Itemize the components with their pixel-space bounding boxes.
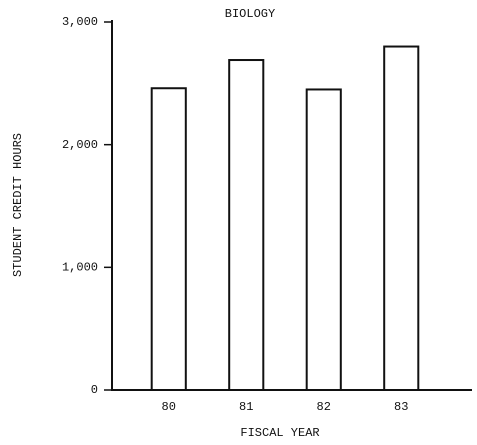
x-tick-label: 81	[239, 400, 253, 414]
y-tick-label: 2,000	[62, 138, 98, 152]
bar	[228, 59, 265, 391]
bar	[305, 88, 342, 391]
x-axis-label: FISCAL YEAR	[240, 426, 319, 440]
x-tick-label: 82	[317, 400, 331, 414]
chart-title: BIOLOGY	[225, 7, 275, 21]
bar	[383, 45, 420, 392]
x-tick-label: 80	[162, 400, 176, 414]
y-tick-label: 0	[91, 383, 98, 397]
y-tick-label: 1,000	[62, 261, 98, 275]
y-tick-label: 3,000	[62, 15, 98, 29]
y-axis-label: STUDENT CREDIT HOURS	[11, 133, 25, 277]
x-tick-label: 83	[394, 400, 408, 414]
bar	[150, 87, 187, 392]
